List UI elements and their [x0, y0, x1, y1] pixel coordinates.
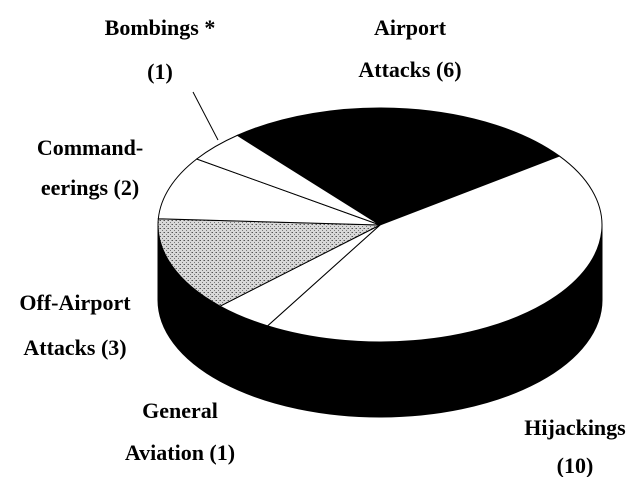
slice-label: (10)	[557, 453, 594, 477]
slice-label: Command-	[37, 135, 143, 160]
slice-label: (1)	[147, 59, 173, 84]
slice-label: Off-Airport	[19, 290, 131, 315]
slice-label: Attacks (6)	[358, 57, 461, 82]
slice-label: eerings (2)	[41, 175, 139, 200]
pie-slice	[195, 134, 381, 226]
pie-slice	[266, 155, 603, 343]
slice-label: Bombings *	[105, 15, 216, 40]
slice-label: Airport	[374, 15, 447, 40]
slice-label: Attacks (3)	[23, 335, 126, 360]
slice-label: General	[142, 398, 218, 423]
pie-slice	[157, 158, 381, 226]
leader-line	[192, 91, 219, 141]
pie-slice	[157, 218, 381, 307]
slice-label: Aviation (1)	[125, 440, 235, 465]
slice-label: Hijackings	[524, 415, 626, 440]
pie-slice	[236, 107, 561, 226]
